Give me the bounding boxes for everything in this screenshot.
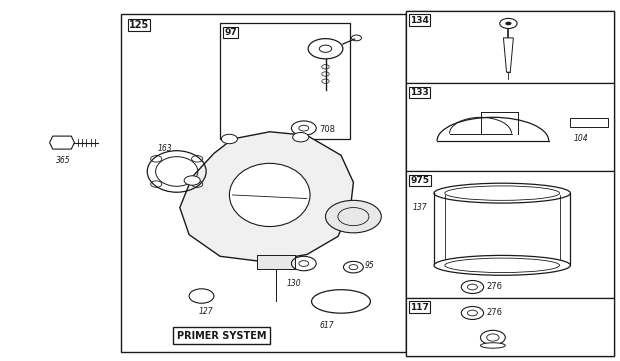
Circle shape bbox=[505, 22, 511, 25]
Text: 975: 975 bbox=[410, 176, 430, 185]
Text: 708: 708 bbox=[319, 125, 335, 134]
Ellipse shape bbox=[434, 183, 570, 203]
Text: 365: 365 bbox=[56, 156, 71, 165]
Circle shape bbox=[461, 280, 484, 293]
Circle shape bbox=[221, 134, 237, 144]
Text: 134: 134 bbox=[410, 16, 429, 25]
Circle shape bbox=[500, 18, 517, 29]
Text: 163: 163 bbox=[158, 144, 173, 153]
Text: 125: 125 bbox=[129, 20, 149, 30]
Text: 276: 276 bbox=[486, 283, 502, 291]
Text: 133: 133 bbox=[410, 88, 429, 97]
Bar bbox=[406, 83, 614, 171]
Bar bbox=[257, 255, 294, 269]
Text: 130: 130 bbox=[287, 279, 302, 288]
Ellipse shape bbox=[434, 256, 570, 275]
Bar bbox=[121, 14, 406, 352]
Circle shape bbox=[480, 330, 505, 345]
Text: 104: 104 bbox=[574, 134, 588, 143]
Bar bbox=[406, 11, 614, 83]
Bar bbox=[220, 23, 350, 139]
Bar bbox=[406, 298, 614, 356]
Circle shape bbox=[326, 200, 381, 233]
Text: 127: 127 bbox=[198, 307, 213, 316]
Text: 137: 137 bbox=[413, 203, 428, 212]
Circle shape bbox=[184, 176, 200, 185]
Text: 117: 117 bbox=[410, 303, 429, 312]
Text: 617: 617 bbox=[319, 321, 334, 330]
Text: 95: 95 bbox=[365, 261, 374, 270]
Text: 97: 97 bbox=[224, 28, 237, 37]
Bar bbox=[570, 118, 608, 127]
Text: 276: 276 bbox=[486, 309, 502, 317]
Ellipse shape bbox=[480, 343, 505, 348]
Ellipse shape bbox=[229, 163, 310, 227]
Bar bbox=[406, 171, 614, 298]
Text: eReplacementParts.com: eReplacementParts.com bbox=[199, 196, 309, 205]
Circle shape bbox=[461, 306, 484, 319]
Text: PRIMER SYSTEM: PRIMER SYSTEM bbox=[177, 331, 266, 341]
Bar bbox=[406, 11, 614, 356]
Polygon shape bbox=[180, 132, 353, 262]
Circle shape bbox=[293, 132, 309, 142]
Polygon shape bbox=[503, 38, 513, 72]
